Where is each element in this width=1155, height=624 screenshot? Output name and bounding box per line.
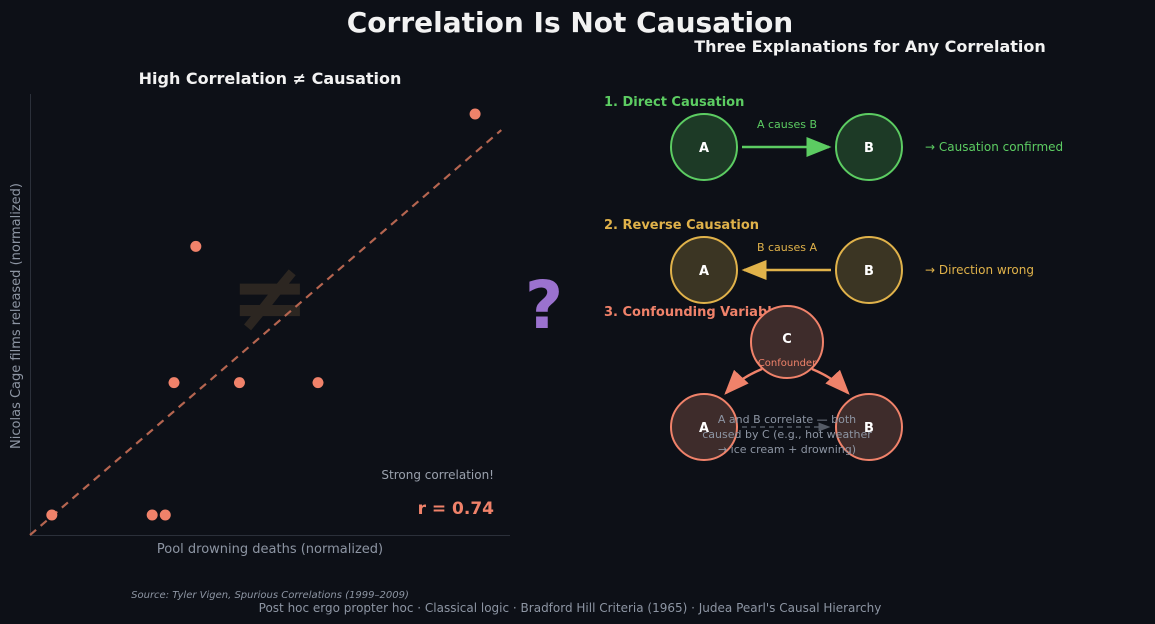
confounder-node-c-label: C: [782, 332, 792, 347]
scatter-points: [46, 108, 481, 521]
reverse-causation-diagram: 2. Reverse Causation A B B causes A → Di…: [604, 218, 1034, 304]
scatter-point: [46, 509, 58, 521]
reverse-node-a: [670, 236, 738, 304]
confounding-note-line3: → ice cream + drowning): [718, 443, 856, 456]
scatter-point: [146, 509, 158, 521]
question-mark: ?: [525, 267, 563, 344]
watermark-not-equal: ≠: [230, 241, 310, 353]
scatter-title: High Correlation ≠ Causation: [139, 69, 402, 88]
confounder-caption: Confounder: [758, 358, 817, 369]
confounding-diagram: 3. Confounding Variable C Confounder A B…: [604, 305, 903, 461]
reverse-node-b-label: B: [864, 264, 874, 279]
direct-arrow-label: A causes B: [757, 118, 817, 131]
confounder-arrow-to-b: [811, 367, 850, 395]
direct-node-b: [835, 113, 903, 181]
y-axis-label: Nicolas Cage films released (normalized): [9, 183, 24, 449]
scatter-panel: High Correlation ≠ Causation ≠ Pool drow…: [9, 69, 510, 601]
confounding-node-b: [835, 393, 903, 461]
r-value-label: r = 0.74: [418, 499, 495, 519]
direct-node-b-label: B: [864, 141, 874, 156]
scatter-point: [190, 240, 202, 252]
x-axis-label: Pool drowning deaths (normalized): [157, 542, 383, 557]
confounding-node-a-label: A: [699, 421, 709, 436]
reverse-verdict: → Direction wrong: [925, 263, 1034, 277]
explanations-title: Three Explanations for Any Correlation: [694, 37, 1046, 56]
confounder-arrow-to-a: [724, 367, 763, 395]
reverse-causation-heading: 2. Reverse Causation: [604, 218, 759, 233]
direct-node-a-label: A: [699, 141, 709, 156]
direct-verdict: → Causation confirmed: [925, 140, 1063, 154]
direct-causation-diagram: 1. Direct Causation A B A causes B → Cau…: [604, 95, 1063, 181]
direct-node-a: [670, 113, 738, 181]
scatter-point: [159, 509, 171, 521]
confounding-note-line2: caused by C (e.g., hot weather: [702, 428, 872, 441]
scatter-point: [168, 377, 180, 389]
scatter-point: [312, 377, 324, 389]
scatter-point: [233, 377, 245, 389]
reverse-node-a-label: A: [699, 264, 709, 279]
confounding-note-line1: A and B correlate — both: [718, 413, 856, 426]
footer-references: Post hoc ergo propter hoc · Classical lo…: [259, 601, 882, 615]
confounder-node-c: [750, 305, 824, 379]
confounding-heading: 3. Confounding Variable: [604, 305, 781, 320]
source-note: Source: Tyler Vigen, Spurious Correlatio…: [131, 590, 409, 601]
reverse-arrow-label: B causes A: [757, 241, 818, 254]
reverse-node-b: [835, 236, 903, 304]
main-title: Correlation Is Not Causation: [347, 6, 794, 39]
strong-correlation-annotation: Strong correlation!: [381, 468, 494, 482]
scatter-point: [469, 108, 481, 120]
trend-line: [29, 129, 502, 536]
confounding-node-a: [670, 393, 738, 461]
direct-causation-heading: 1. Direct Causation: [604, 95, 744, 110]
confounding-node-b-label: B: [864, 421, 874, 436]
